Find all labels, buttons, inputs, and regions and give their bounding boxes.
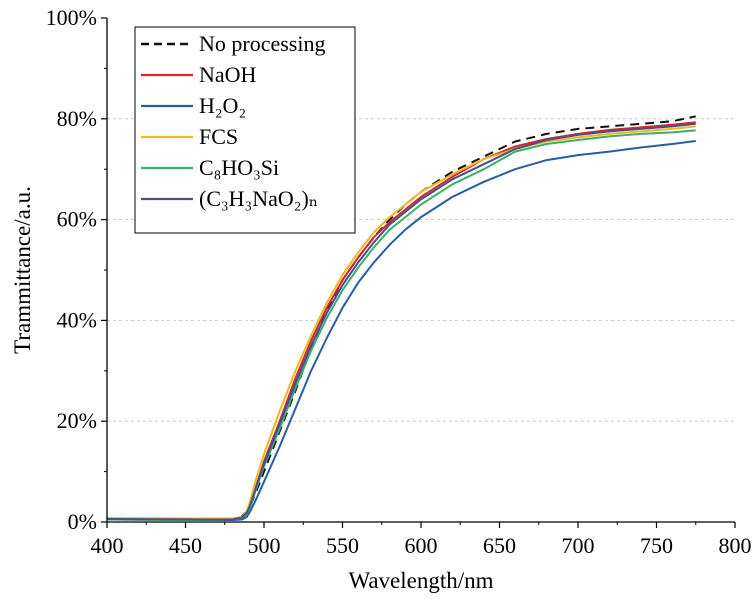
x-tick-label: 800 — [719, 533, 752, 558]
x-axis-ticks: 400 450 500 550 600 650 700 750 800 — [91, 522, 752, 558]
y-tick-label: 0% — [68, 509, 97, 534]
legend-label: H₂O₂ — [199, 93, 246, 118]
x-tick-label: 600 — [405, 533, 438, 558]
x-tick-label: 700 — [562, 533, 595, 558]
series-lines — [106, 115, 697, 521]
series-line — [106, 140, 696, 521]
legend-label: NaOH — [199, 62, 257, 87]
y-tick-label: 60% — [57, 207, 97, 232]
x-tick-label: 400 — [91, 533, 124, 558]
x-axis-title: Wavelength/nm — [348, 568, 493, 593]
x-tick-label: 550 — [326, 533, 359, 558]
legend-label: (C₃H₃NaO₂)ₙ — [199, 186, 318, 211]
y-tick-label: 20% — [57, 408, 97, 433]
x-tick-label: 650 — [483, 533, 516, 558]
x-tick-label: 750 — [640, 533, 673, 558]
legend: No processing NaOH H₂O₂ FCS C₈HO₃Si (C₃H₃NaO₂… — [134, 26, 356, 234]
legend-label: C₈HO₃Si — [199, 155, 279, 180]
y-tick-label: 80% — [57, 106, 97, 131]
x-tick-label: 450 — [169, 533, 202, 558]
legend-label: No processing — [199, 31, 325, 56]
x-tick-label: 500 — [248, 533, 281, 558]
y-tick-label: 40% — [57, 307, 97, 332]
y-tick-label: 100% — [46, 5, 97, 30]
series-line — [106, 122, 696, 521]
legend-label: FCS — [199, 124, 238, 149]
y-axis-ticks: 0% 20% 40% 60% 80% 100% — [46, 5, 107, 534]
y-axis-title: Trammittance/a.u. — [10, 186, 35, 354]
